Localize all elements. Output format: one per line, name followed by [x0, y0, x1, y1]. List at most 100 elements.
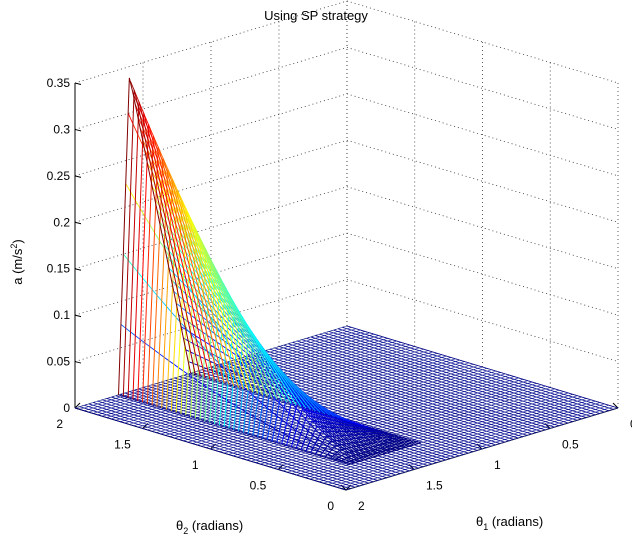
ridge-mesh-line	[185, 327, 191, 334]
ridge-cross-line	[127, 101, 201, 398]
ridge-mesh-line	[269, 391, 275, 395]
ridge-mesh-line	[367, 439, 374, 444]
ridge-mesh-line	[341, 460, 347, 463]
ridge-mesh-line	[300, 449, 306, 452]
ridge-cross-line	[166, 190, 240, 410]
ridge-mesh-line	[372, 442, 378, 446]
ridge-mesh-line	[315, 453, 321, 457]
ridge-mesh-line	[274, 385, 280, 390]
ridge-mesh-line	[317, 438, 323, 443]
ridge-mesh-line	[329, 426, 335, 432]
ridge-mesh-line	[231, 402, 237, 407]
ridge-mesh-line	[127, 112, 134, 124]
ridge-mesh-line	[322, 422, 328, 428]
ridge-mesh-line	[242, 386, 249, 392]
ridge-mesh-line	[341, 435, 347, 440]
ridge-mesh-line	[377, 448, 383, 452]
ridge-mesh-line	[367, 443, 374, 447]
ridge-mesh-line	[384, 446, 390, 450]
ridge-mesh-line	[127, 397, 134, 400]
ridge-cross-line	[190, 240, 264, 417]
ridge-mesh-line	[375, 442, 381, 446]
ridge-mesh-line	[161, 300, 167, 307]
ridge-mesh-line	[278, 402, 285, 409]
ridge-mesh-line	[329, 442, 335, 448]
ridge-mesh-line	[207, 387, 213, 391]
ridge-mesh-line	[298, 399, 304, 406]
ridge-mesh-line	[327, 454, 333, 458]
ridge-mesh-line	[233, 429, 239, 432]
ridge-mesh-line	[382, 443, 388, 447]
ridge-mesh-line	[312, 434, 318, 440]
ridge-mesh-line	[391, 444, 398, 448]
ridge-mesh-line	[370, 454, 376, 458]
ridge-mesh-line	[317, 426, 323, 433]
ridge-mesh-line	[180, 326, 187, 330]
ridge-mesh-line	[331, 423, 338, 428]
ridge-mesh-line	[326, 431, 333, 437]
ridge-mesh-line	[353, 438, 359, 443]
floor-mesh-line	[97, 400, 369, 484]
floor-mesh-line	[93, 402, 365, 485]
ridge-mesh-line	[202, 302, 208, 309]
ridge-mesh-line	[319, 455, 326, 458]
ridge-mesh-line	[324, 456, 330, 460]
ridge-mesh-line	[365, 444, 371, 448]
ridge-mesh-line	[252, 395, 258, 401]
ridge-mesh-line	[125, 327, 131, 333]
ridge-cross-line	[334, 438, 407, 461]
theta2-axis-label: θ2 (radians)	[176, 518, 243, 536]
ridge-mesh-line	[317, 450, 323, 454]
ridge-cross-line	[142, 135, 216, 403]
ridge-mesh-line	[336, 431, 342, 436]
z-tick	[74, 221, 82, 225]
theta1-tick	[612, 402, 619, 409]
ridge-mesh-line	[183, 283, 189, 289]
ridge-mesh-line	[341, 439, 347, 445]
ridge-mesh-line	[302, 409, 309, 416]
ridge-mesh-line	[221, 332, 227, 338]
ridge-mesh-line	[247, 433, 254, 436]
ridge-mesh-line	[267, 439, 273, 442]
ridge-mesh-line	[288, 435, 294, 440]
ridge-mesh-line	[319, 413, 326, 420]
theta2-tick	[74, 402, 81, 409]
ridge-mesh-line	[324, 422, 331, 428]
ridge-mesh-line	[348, 434, 354, 439]
ridge-mesh-line	[156, 406, 162, 409]
theta2-tick-label: 0.5	[250, 479, 267, 493]
ridge-mesh-line	[185, 293, 191, 299]
ridge-cross-line	[348, 442, 422, 466]
ridge-mesh-line	[118, 394, 124, 397]
ridge-mesh-line	[351, 460, 357, 463]
ridge-mesh-line	[324, 431, 331, 437]
ridge-mesh-line	[312, 412, 319, 418]
ridge-mesh-line	[358, 437, 364, 442]
ridge-mesh-line	[367, 454, 374, 458]
ridge-mesh-line	[209, 378, 215, 381]
surface-ridge	[118, 77, 422, 466]
ridge-mesh-line	[372, 449, 378, 453]
theta1-tick-label: 1	[494, 458, 501, 472]
z-tick	[74, 128, 82, 132]
ridge-mesh-line	[228, 333, 235, 339]
theta2-tick-label: 1	[192, 458, 199, 472]
ridge-mesh-line	[343, 435, 350, 440]
ridge-mesh-line	[139, 208, 146, 217]
ridge-mesh-line	[204, 420, 210, 423]
ridge-mesh-line	[358, 441, 364, 446]
ridge-mesh-line	[360, 445, 366, 449]
ridge-mesh-line	[195, 276, 201, 283]
ridge-mesh-line	[329, 436, 335, 442]
ridge-mesh-line	[178, 367, 184, 372]
ridge-mesh-line	[353, 442, 359, 447]
ridge-mesh-line	[312, 420, 319, 427]
ridge-mesh-line	[245, 383, 251, 386]
chart-title: Using SP strategy	[264, 8, 368, 23]
ridge-mesh-line	[363, 448, 369, 452]
ridge-mesh-line	[367, 451, 374, 455]
ridge-mesh-line	[300, 413, 307, 420]
ridge-cross-line	[151, 157, 225, 406]
ridge-mesh-line	[322, 426, 328, 432]
ridge-mesh-line	[250, 373, 256, 378]
